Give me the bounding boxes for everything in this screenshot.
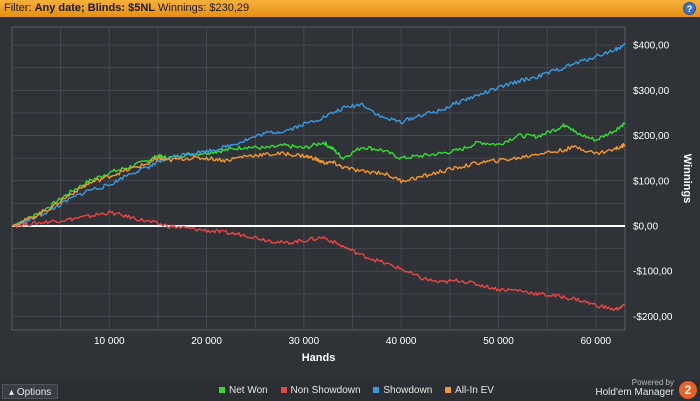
- series-line-showdown: [11, 43, 626, 227]
- x-tick-label: 10 000: [94, 336, 125, 347]
- y-tick-label: $100,00: [633, 176, 670, 187]
- legend-swatch-net-won: [219, 387, 225, 394]
- help-icon[interactable]: ?: [683, 2, 696, 15]
- filter-winnings: Winnings: $230,29: [158, 2, 250, 14]
- hm2-logo-icon: 2: [679, 381, 697, 399]
- brand-logo: Powered by Hold'em Manager: [595, 378, 674, 398]
- y-tick-label: -$200,00: [633, 312, 673, 323]
- y-tick-label: $300,00: [633, 86, 670, 97]
- legend-swatch-all-in-ev: [445, 387, 452, 394]
- filter-blinds: Blinds: $5NL: [87, 2, 155, 14]
- chart-legend: Net Won Non Showdown Showdown All-In EV: [219, 385, 504, 396]
- x-tick-label: 60 000: [581, 336, 612, 347]
- x-tick-label: 20 000: [191, 336, 222, 347]
- legend-label: Non Showdown: [290, 385, 361, 396]
- legend-item-net-won[interactable]: Net Won: [219, 385, 268, 396]
- brand-name: Hold'em Manager: [595, 387, 674, 398]
- powered-by-text: Powered by: [631, 378, 674, 387]
- legend-swatch-non-showdown: [280, 387, 287, 394]
- x-tick-label: 50 000: [483, 336, 514, 347]
- y-axis-title: Winnings: [681, 154, 693, 203]
- x-tick-label: 30 000: [289, 336, 320, 347]
- filter-bar: Filter: Any date; Blinds: $5NL Winnings:…: [0, 0, 700, 17]
- winnings-chart: $400,00 $300,00 $200,00 $100,00 $0,00 -$100,0…: [11, 26, 693, 364]
- y-tick-label: $400,00: [633, 41, 670, 52]
- options-label: Options: [16, 387, 52, 398]
- collapse-arrow-icon: ▴: [9, 387, 15, 398]
- plot-area: [11, 26, 626, 331]
- legend-swatch-showdown: [373, 387, 380, 394]
- y-tick-label: $0,00: [633, 221, 658, 232]
- legend-label: Showdown: [383, 385, 433, 396]
- graph-panel: $400,00 $300,00 $200,00 $100,00 $0,00 -$100,0…: [0, 17, 700, 380]
- filter-date: Any date;: [34, 2, 85, 14]
- x-tick-label: 40 000: [386, 336, 417, 347]
- series-line-non-showdown: [11, 209, 626, 312]
- options-button[interactable]: ▴ Options: [2, 384, 59, 399]
- bottom-bar: ▴ Options Net Won Non Showdown Showdown …: [0, 378, 700, 401]
- legend-item-non-showdown[interactable]: Non Showdown: [280, 385, 361, 396]
- legend-item-all-in-ev[interactable]: All-In EV: [445, 385, 494, 396]
- legend-item-showdown[interactable]: Showdown: [373, 385, 432, 396]
- legend-label: Net Won: [229, 385, 268, 396]
- series-line-all-in-ev: [11, 142, 626, 227]
- x-axis-title: Hands: [302, 352, 336, 364]
- y-tick-label: -$100,00: [633, 267, 673, 278]
- filter-prefix: Filter:: [4, 2, 32, 14]
- y-tick-label: $200,00: [633, 131, 670, 142]
- legend-label: All-In EV: [455, 385, 494, 396]
